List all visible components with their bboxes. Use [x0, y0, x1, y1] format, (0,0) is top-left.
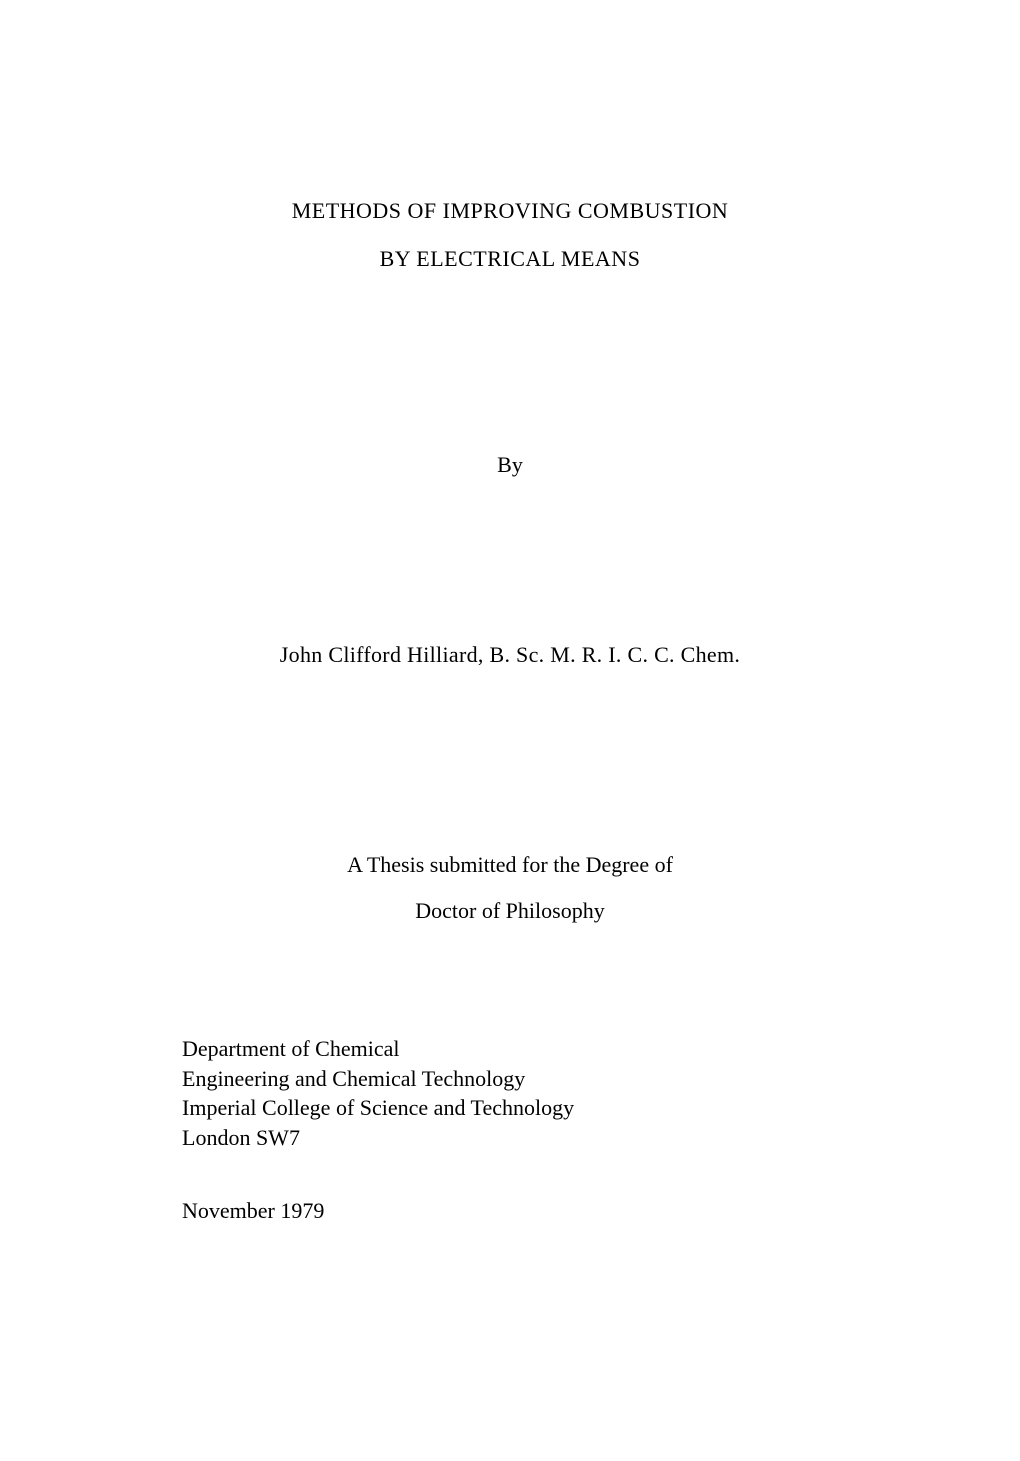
date: November 1979: [182, 1198, 324, 1224]
title-line-2: BY ELECTRICAL MEANS: [0, 246, 1020, 272]
title-block: METHODS OF IMPROVING COMBUSTION BY ELECT…: [0, 198, 1020, 294]
author-name: John Clifford Hilliard, B. Sc. M. R. I. …: [0, 642, 1020, 668]
thesis-title-page: METHODS OF IMPROVING COMBUSTION BY ELECT…: [0, 0, 1020, 1461]
department-block: Department of Chemical Engineering and C…: [182, 1034, 574, 1153]
dept-line-2: Engineering and Chemical Technology: [182, 1064, 574, 1094]
dept-line-4: London SW7: [182, 1123, 574, 1153]
dept-line-3: Imperial College of Science and Technolo…: [182, 1093, 574, 1123]
title-line-1: METHODS OF IMPROVING COMBUSTION: [0, 198, 1020, 224]
thesis-statement: A Thesis submitted for the Degree of Doc…: [0, 852, 1020, 944]
by-label: By: [0, 452, 1020, 478]
thesis-line-1: A Thesis submitted for the Degree of: [0, 852, 1020, 878]
dept-line-1: Department of Chemical: [182, 1034, 574, 1064]
thesis-line-2: Doctor of Philosophy: [0, 898, 1020, 924]
